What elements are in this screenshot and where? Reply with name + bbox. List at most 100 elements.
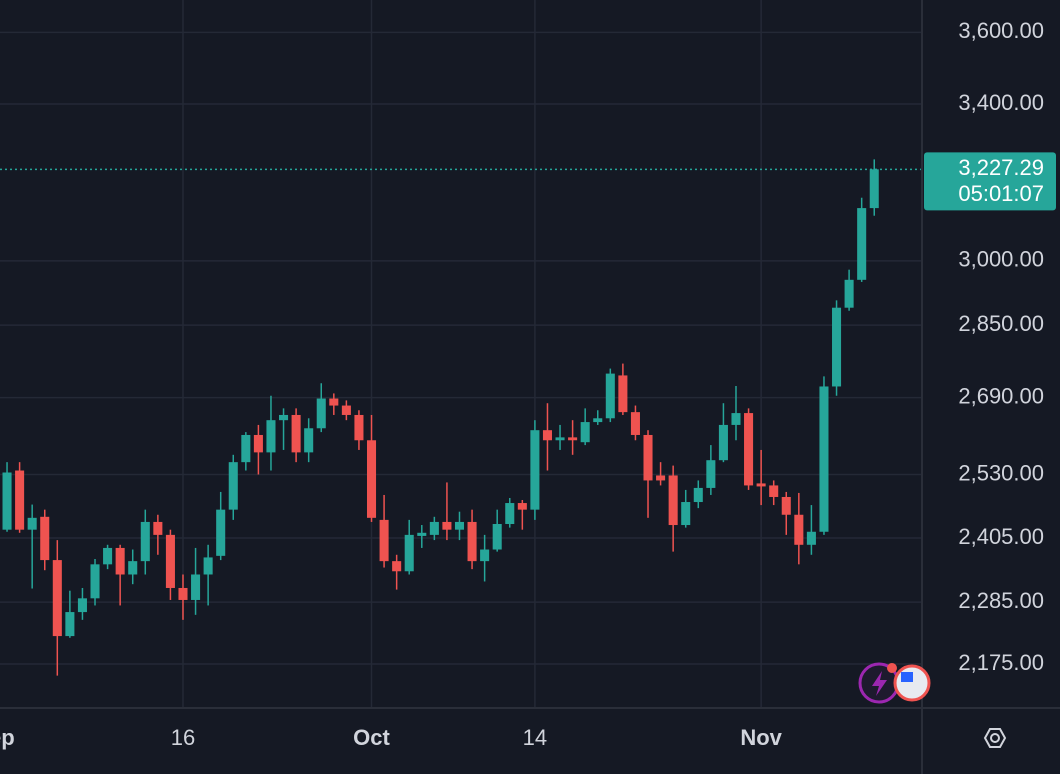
y-tick-label: 2,405.00: [958, 524, 1044, 549]
candle-body: [253, 434, 263, 453]
candle-body: [2, 472, 12, 530]
candle-body: [140, 521, 150, 562]
x-tick-label: Nov: [740, 725, 782, 750]
lightning-icon: [872, 671, 887, 696]
candle-body: [656, 475, 666, 481]
candle-body: [354, 414, 364, 441]
candle-body: [467, 521, 477, 562]
y-tick-label: 3,000.00: [958, 247, 1044, 272]
y-tick-label: 2,690.00: [958, 383, 1044, 408]
notification-dot: [887, 663, 897, 673]
candle-body: [128, 561, 138, 575]
candle-body: [832, 307, 842, 387]
y-tick-label: 2,175.00: [958, 650, 1044, 675]
settings-button[interactable]: [983, 728, 1007, 748]
x-tick-label: Sep: [0, 725, 15, 750]
event-icons[interactable]: [858, 662, 931, 704]
candle-body: [153, 521, 163, 535]
y-tick-label: 2,850.00: [958, 311, 1044, 336]
candle-body: [857, 208, 867, 280]
candle-body: [781, 496, 791, 515]
last-price-badge: [924, 152, 1056, 211]
candle-body: [379, 519, 389, 562]
candle-body: [744, 413, 754, 486]
candle-body: [191, 574, 201, 600]
candle-body: [681, 502, 691, 526]
candle-body: [329, 398, 339, 406]
candle-body: [794, 514, 804, 545]
candle-body: [178, 587, 188, 600]
candle-body: [869, 169, 879, 209]
candle-body: [844, 279, 854, 308]
candle-body: [542, 430, 552, 441]
y-tick-label: 3,600.00: [958, 18, 1044, 43]
x-tick-label: 14: [523, 725, 547, 750]
y-tick-label: 2,285.00: [958, 588, 1044, 613]
candle-body: [115, 547, 125, 575]
grid-layer: [0, 0, 922, 708]
candle-body: [77, 598, 87, 613]
plot-area: [0, 159, 922, 676]
candle-body: [505, 503, 515, 525]
flag-icon[interactable]: [893, 664, 931, 702]
settings-icon[interactable]: [983, 728, 1007, 748]
candle-body: [555, 437, 565, 441]
candle-body: [517, 503, 527, 510]
flag-canton: [901, 672, 913, 682]
candle-body: [228, 462, 238, 510]
candle-body: [530, 430, 540, 510]
candle-body: [203, 557, 213, 575]
candle-body: [27, 517, 37, 530]
settings-icon-center: [990, 733, 1000, 743]
candle-body: [480, 549, 490, 562]
candle-body: [103, 547, 113, 565]
y-axis: 2,175.00 2,285.00 2,405.00 2,530.00 2,690.00…: [958, 18, 1044, 675]
candle-body: [304, 428, 314, 453]
candle-body: [643, 434, 653, 481]
candle-body: [404, 534, 414, 572]
y-tick-label: 3,400.00: [958, 90, 1044, 115]
candle-body: [90, 564, 100, 599]
candle-body: [756, 483, 766, 487]
candle-body: [693, 487, 703, 503]
candle-body: [442, 521, 452, 530]
candle-body: [806, 531, 816, 545]
candle-body: [279, 414, 289, 421]
candle-body: [392, 561, 402, 572]
candle-body: [819, 386, 829, 532]
candle-body: [216, 509, 226, 556]
candle-body: [492, 524, 502, 550]
candle-body: [706, 460, 716, 488]
candle-body: [65, 612, 75, 637]
candle-body: [266, 420, 276, 453]
candle-body: [291, 414, 301, 453]
candle-body: [341, 405, 351, 415]
candle-body: [15, 470, 25, 530]
x-tick-label: Oct: [353, 725, 390, 750]
candle-body: [454, 521, 465, 530]
candle-body: [605, 373, 615, 419]
candle-body: [668, 475, 678, 526]
candle-body: [630, 412, 640, 435]
x-axis: Sep 16 Oct 14 Nov: [0, 725, 783, 750]
candle-body: [429, 521, 439, 535]
candle-body: [165, 534, 175, 588]
candle-body: [618, 375, 628, 413]
candle-body: [316, 398, 326, 429]
countdown-label: 05:01:07: [958, 181, 1044, 206]
candle-body: [593, 418, 603, 423]
candle-body: [580, 422, 590, 443]
x-tick-label: 16: [171, 725, 195, 750]
last-price-label: 3,227.29: [958, 155, 1044, 180]
candle-body: [366, 440, 377, 518]
candle-body: [731, 413, 741, 425]
candle-body: [52, 560, 62, 637]
candle-body: [769, 485, 779, 497]
candle-body: [568, 437, 578, 441]
candle-body: [718, 424, 728, 461]
candle-body: [40, 516, 50, 561]
candle-body: [417, 532, 427, 536]
candle-body: [241, 434, 251, 463]
